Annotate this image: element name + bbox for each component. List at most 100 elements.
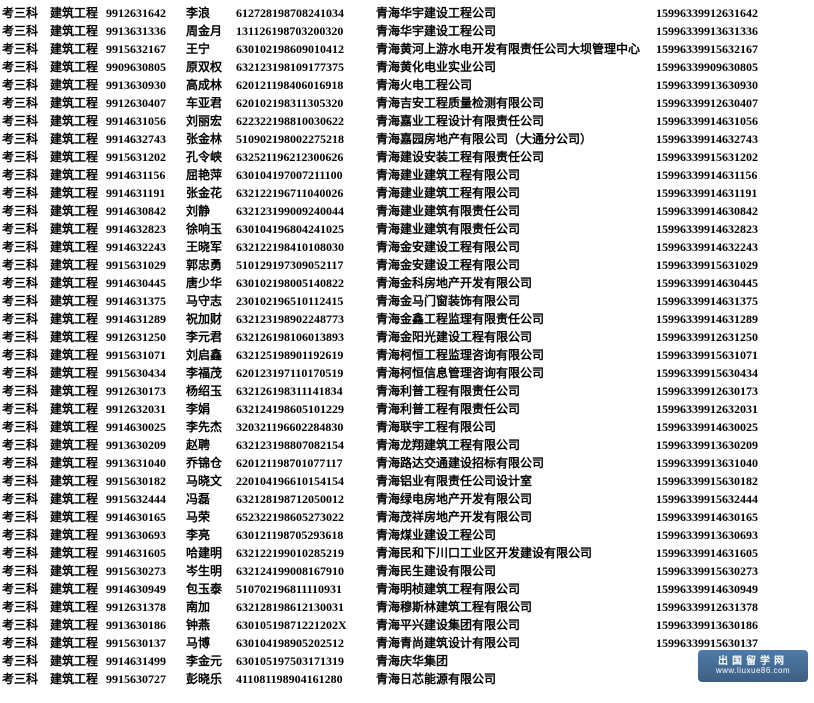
cell-c3: 9915631029	[106, 256, 186, 274]
cell-c6: 青海金阳光建设工程有限公司	[376, 328, 656, 346]
cell-c2: 建筑工程	[50, 400, 106, 418]
cell-c5: 632521196212300626	[236, 148, 376, 166]
table-row: 考三科建筑工程9913631336周金月131126198703200320青海…	[2, 22, 812, 40]
cell-c4: 钟燕	[186, 616, 236, 634]
cell-c3: 9912631642	[106, 4, 186, 22]
cell-c2: 建筑工程	[50, 4, 106, 22]
cell-c6: 青海建业建筑有限责任公司	[376, 202, 656, 220]
cell-c2: 建筑工程	[50, 238, 106, 256]
cell-c6: 青海茂祥房地产开发有限公司	[376, 508, 656, 526]
cell-c4: 李亮	[186, 526, 236, 544]
cell-c6: 青海柯恒工程监理咨询有限公司	[376, 346, 656, 364]
cell-c3: 9915630273	[106, 562, 186, 580]
cell-c7: 15996339915630434	[656, 364, 806, 382]
cell-c2: 建筑工程	[50, 580, 106, 598]
cell-c3: 9914630025	[106, 418, 186, 436]
cell-c2: 建筑工程	[50, 346, 106, 364]
cell-c4: 赵聘	[186, 436, 236, 454]
cell-c2: 建筑工程	[50, 184, 106, 202]
cell-c4: 周金月	[186, 22, 236, 40]
cell-c1: 考三科	[2, 220, 50, 238]
cell-c5: 411081198904161280	[236, 670, 376, 688]
cell-c6: 青海建设安装工程有限责任公司	[376, 148, 656, 166]
cell-c5: 620102198311305320	[236, 94, 376, 112]
cell-c7: 15996339912630173	[656, 382, 806, 400]
cell-c2: 建筑工程	[50, 364, 106, 382]
cell-c6: 青海铝业有限责任公司设计室	[376, 472, 656, 490]
watermark-line2: www.liuxue86.com	[716, 667, 790, 676]
cell-c4: 刘丽宏	[186, 112, 236, 130]
cell-c4: 王宁	[186, 40, 236, 58]
table-row: 考三科建筑工程9915632444冯磊632128198712050012青海绿…	[2, 490, 812, 508]
cell-c4: 哈建明	[186, 544, 236, 562]
table-row: 考三科建筑工程9914631499李金元630105197503171319青海…	[2, 652, 812, 670]
cell-c2: 建筑工程	[50, 670, 106, 688]
table-row: 考三科建筑工程9914631056刘丽宏622322198810030622青海…	[2, 112, 812, 130]
cell-c6: 青海金马门窗装饰有限公司	[376, 292, 656, 310]
cell-c1: 考三科	[2, 310, 50, 328]
cell-c3: 9913630186	[106, 616, 186, 634]
cell-c5: 632123198109177375	[236, 58, 376, 76]
cell-c2: 建筑工程	[50, 310, 106, 328]
cell-c1: 考三科	[2, 238, 50, 256]
cell-c6: 青海绿电房地产开发有限公司	[376, 490, 656, 508]
cell-c3: 9913631336	[106, 22, 186, 40]
cell-c1: 考三科	[2, 274, 50, 292]
cell-c5: 632122198410108030	[236, 238, 376, 256]
cell-c1: 考三科	[2, 472, 50, 490]
cell-c7: 15996339909630805	[656, 58, 806, 76]
cell-c3: 9913630693	[106, 526, 186, 544]
cell-c5: 510702196811110931	[236, 580, 376, 598]
cell-c1: 考三科	[2, 364, 50, 382]
cell-c7: 15996339913630693	[656, 526, 806, 544]
cell-c3: 9913631040	[106, 454, 186, 472]
cell-c2: 建筑工程	[50, 616, 106, 634]
cell-c4: 杨绍玉	[186, 382, 236, 400]
cell-c3: 9914632243	[106, 238, 186, 256]
cell-c3: 9914631499	[106, 652, 186, 670]
cell-c5: 320321196602284830	[236, 418, 376, 436]
cell-c1: 考三科	[2, 634, 50, 652]
cell-c3: 9912630407	[106, 94, 186, 112]
cell-c7: 15996339914632823	[656, 220, 806, 238]
cell-c7: 15996339914630025	[656, 418, 806, 436]
cell-c3: 9913630930	[106, 76, 186, 94]
cell-c3: 9914631375	[106, 292, 186, 310]
cell-c6: 青海煤业建设工程公司	[376, 526, 656, 544]
cell-c1: 考三科	[2, 166, 50, 184]
cell-c4: 孔令峡	[186, 148, 236, 166]
cell-c6: 青海吉安工程质量检测有限公司	[376, 94, 656, 112]
cell-c1: 考三科	[2, 94, 50, 112]
cell-c5: 630121198705293618	[236, 526, 376, 544]
cell-c3: 9915631071	[106, 346, 186, 364]
cell-c5: 632128198712050012	[236, 490, 376, 508]
cell-c4: 冯磊	[186, 490, 236, 508]
cell-c5: 632124199008167910	[236, 562, 376, 580]
cell-c1: 考三科	[2, 652, 50, 670]
cell-c7: 15996339915631202	[656, 148, 806, 166]
cell-c6: 青海青尚建筑设计有限公司	[376, 634, 656, 652]
cell-c7: 15996339912631250	[656, 328, 806, 346]
cell-c4: 包玉泰	[186, 580, 236, 598]
cell-c5: 630104197007211100	[236, 166, 376, 184]
cell-c7: 15996339912632031	[656, 400, 806, 418]
cell-c4: 马荣	[186, 508, 236, 526]
cell-c6: 青海日芯能源有限公司	[376, 670, 656, 688]
cell-c4: 刘启鑫	[186, 346, 236, 364]
cell-c4: 祝加财	[186, 310, 236, 328]
cell-c4: 唐少华	[186, 274, 236, 292]
cell-c4: 乔锦仓	[186, 454, 236, 472]
table-row: 考三科建筑工程9914631605哈建明632122199010285219青海…	[2, 544, 812, 562]
cell-c1: 考三科	[2, 526, 50, 544]
cell-c7: 15996339913630186	[656, 616, 806, 634]
table-row: 考三科建筑工程9914631375马守志230102196510112415青海…	[2, 292, 812, 310]
cell-c4: 李娟	[186, 400, 236, 418]
cell-c1: 考三科	[2, 58, 50, 76]
cell-c3: 9914630842	[106, 202, 186, 220]
cell-c3: 9909630805	[106, 58, 186, 76]
cell-c3: 9915631202	[106, 148, 186, 166]
table-row: 考三科建筑工程9914630842刘静632123199009240044青海建…	[2, 202, 812, 220]
table-row: 考三科建筑工程9915630434李福茂620123197110170519青海…	[2, 364, 812, 382]
cell-c4: 马博	[186, 634, 236, 652]
cell-c7: 15996339912631642	[656, 4, 806, 22]
